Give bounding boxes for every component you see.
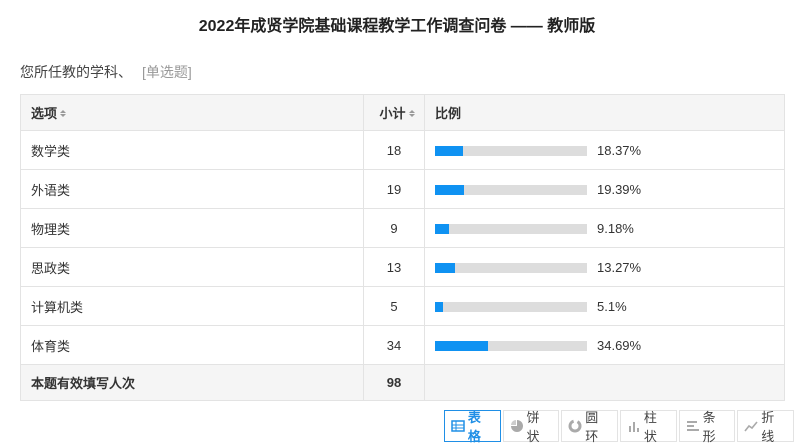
option-cell: 外语类 [20, 169, 364, 209]
row: 数学类 18 18.37% [20, 130, 785, 170]
count-cell: 19 [363, 169, 425, 209]
option-cell: 数学类 [20, 130, 364, 170]
percent-cell: 13.27% [424, 247, 785, 287]
total-label: 本题有效填写人次 [20, 364, 364, 401]
count-cell: 9 [363, 208, 425, 248]
percent-label: 18.37% [597, 143, 642, 159]
percent-cell: 18.37% [424, 130, 785, 170]
button-label: 条形 [702, 410, 716, 444]
count-cell: 13 [363, 247, 425, 287]
header-text: 比例 [435, 106, 462, 121]
question: 您所任教的学科、 [单选题] [20, 62, 192, 82]
view-button[interactable]: 圆环 [561, 410, 619, 444]
view-button[interactable]: 饼状 [502, 410, 560, 444]
bar-track [435, 301, 587, 312]
count-cell: 34 [363, 325, 425, 365]
bar-track [435, 262, 587, 273]
bar-fill [435, 301, 443, 312]
button-icon [744, 421, 758, 432]
button-icon [568, 419, 582, 433]
total-empty [424, 364, 785, 401]
header-cell: 小计 [363, 94, 425, 131]
bar-fill [435, 262, 456, 273]
view-switcher: 表格 饼状 圆环 柱状 条形 折线 [444, 410, 794, 444]
button-label: 饼状 [526, 410, 540, 444]
button-icon [686, 421, 699, 431]
button-icon [451, 420, 465, 432]
percent-label: 9.18% [597, 221, 634, 237]
view-button[interactable]: 表格 [444, 410, 501, 444]
bar-track [435, 340, 587, 351]
header-row: 选项 小计 比例 [20, 94, 785, 131]
button-label: 表格 [467, 410, 481, 444]
row: 外语类 19 19.39% [20, 169, 785, 209]
total-value: 98 [363, 364, 425, 401]
option-cell: 思政类 [20, 247, 364, 287]
bar-fill [435, 145, 463, 156]
page-title: 2022年成贤学院基础课程教学工作调查问卷 —— 教师版 [198, 18, 596, 35]
percent-label: 34.69% [597, 338, 642, 354]
option-cell: 计算机类 [20, 286, 364, 326]
percent-label: 5.1% [597, 299, 627, 315]
bar-fill [435, 223, 449, 234]
row: 物理类 9 9.18% [20, 208, 785, 248]
button-label: 柱状 [643, 410, 657, 444]
view-button[interactable]: 柱状 [620, 410, 677, 444]
header-cell: 选项 [20, 94, 364, 131]
bar-fill [435, 340, 488, 351]
count-cell: 18 [363, 130, 425, 170]
view-button[interactable]: 折线 [737, 410, 794, 444]
percent-cell: 34.69% [424, 325, 785, 365]
row: 计算机类 5 5.1% [20, 286, 785, 326]
bar-track [435, 223, 587, 234]
header-text: 选项 [31, 106, 58, 121]
bar-track [435, 184, 587, 195]
count-cell: 5 [363, 286, 425, 326]
option-cell: 体育类 [20, 325, 364, 365]
result-table: 选项 小计 比例 数学类 18 18.37% 外语类 19 19.39% 物理类 9 9.18%… [20, 94, 785, 401]
button-icon [510, 420, 523, 432]
percent-cell: 19.39% [424, 169, 785, 209]
percent-cell: 5.1% [424, 286, 785, 326]
button-icon [629, 422, 640, 432]
bar-fill [435, 184, 465, 195]
button-label: 圆环 [585, 410, 599, 444]
row: 思政类 13 13.27% [20, 247, 785, 287]
view-button[interactable]: 条形 [678, 410, 736, 444]
button-label: 折线 [761, 410, 775, 444]
percent-label: 19.39% [597, 182, 642, 198]
percent-label: 13.27% [597, 260, 642, 276]
option-cell: 物理类 [20, 208, 364, 248]
question-type: [单选题] [142, 64, 192, 80]
bar-track [435, 145, 587, 156]
percent-cell: 9.18% [424, 208, 785, 248]
question-text: 您所任教的学科、 [20, 64, 132, 80]
row: 体育类 34 34.69% [20, 325, 785, 365]
header-cell: 比例 [424, 94, 785, 131]
total-row: 本题有效填写人次 98 [20, 364, 785, 401]
header-text: 小计 [379, 106, 406, 121]
